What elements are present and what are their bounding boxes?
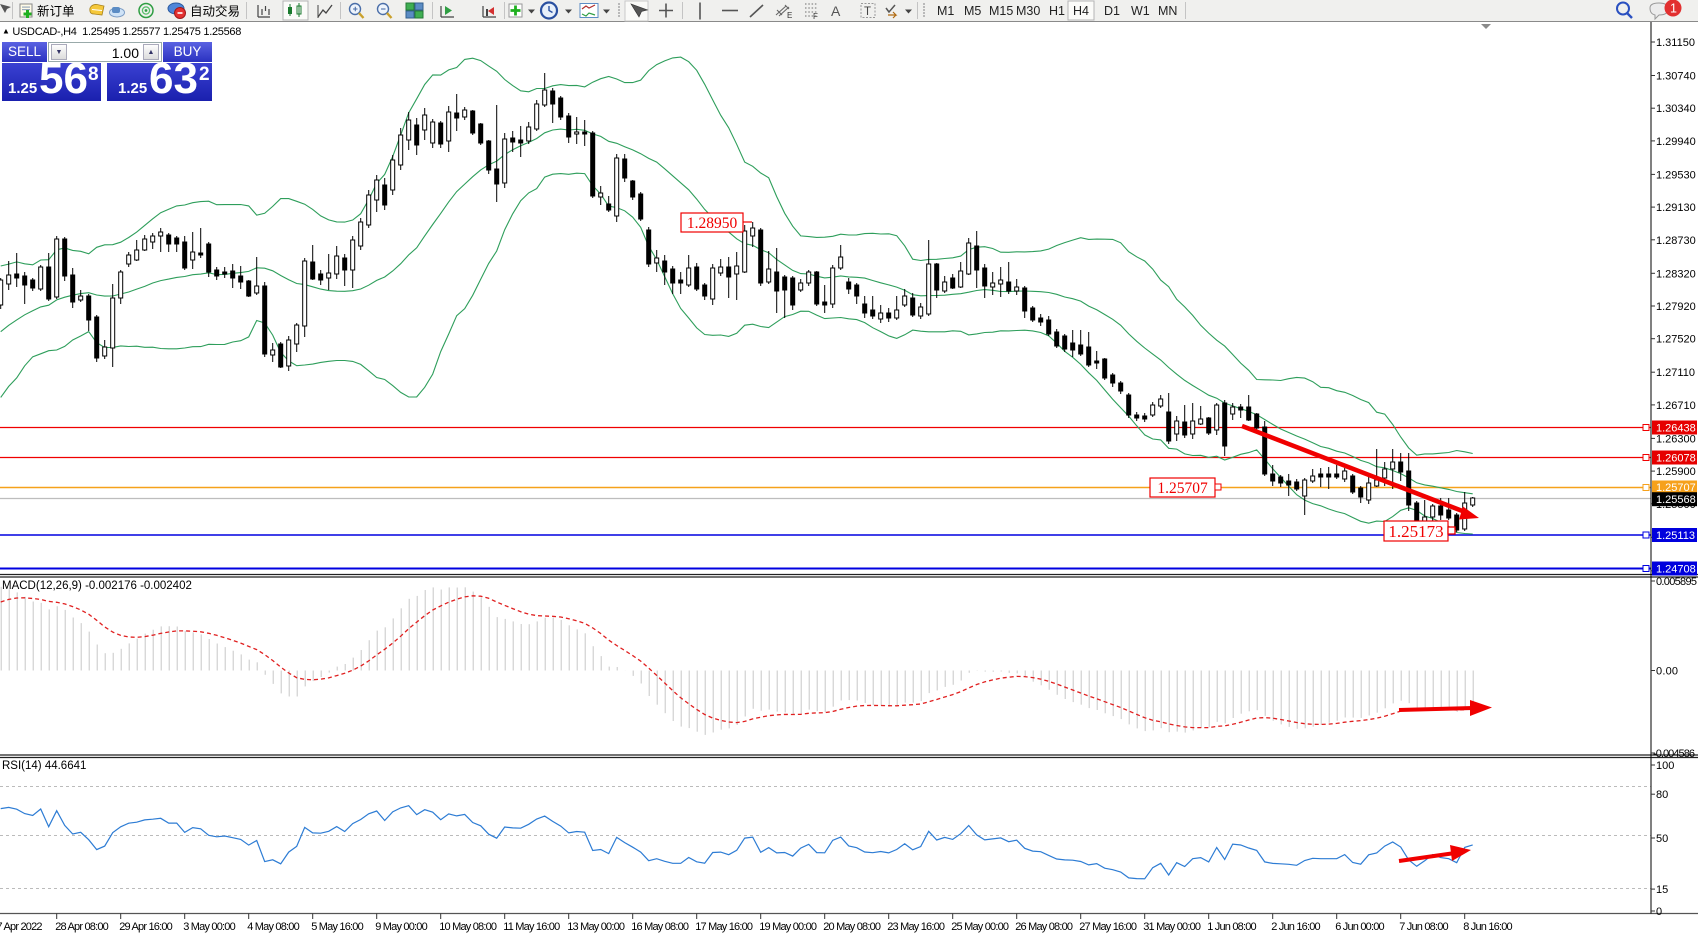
svg-text:3 May 00:00: 3 May 00:00	[183, 921, 235, 933]
svg-text:1.27110: 1.27110	[1656, 367, 1695, 379]
svg-text:1.26078: 1.26078	[1656, 453, 1696, 465]
svg-text:26 May 08:00: 26 May 08:00	[1015, 921, 1073, 933]
svg-text:1.27520: 1.27520	[1656, 334, 1696, 346]
svg-text:27 Apr 2022: 27 Apr 2022	[0, 921, 42, 933]
svg-text:-0.004586: -0.004586	[1653, 748, 1695, 760]
svg-text:RSI(14) 44.6641: RSI(14) 44.6641	[2, 760, 86, 772]
svg-text:20 May 08:00: 20 May 08:00	[823, 921, 881, 933]
svg-text:0: 0	[1656, 906, 1662, 918]
svg-text:1.26438: 1.26438	[1656, 423, 1696, 435]
svg-text:16 May 08:00: 16 May 08:00	[631, 921, 689, 933]
svg-text:1.25173: 1.25173	[1388, 522, 1443, 541]
svg-text:A: A	[831, 3, 841, 19]
svg-text:1.25113: 1.25113	[1656, 530, 1695, 542]
svg-text:7 Jun 08:00: 7 Jun 08:00	[1399, 921, 1448, 933]
svg-text:28 Apr 08:00: 28 Apr 08:00	[55, 921, 108, 933]
svg-text:MACD(12,26,9) -0.002176 -0.002: MACD(12,26,9) -0.002176 -0.002402	[2, 580, 192, 592]
svg-text:H1: H1	[1049, 4, 1065, 18]
svg-text:1.25707: 1.25707	[1157, 480, 1208, 497]
svg-text:11 May 16:00: 11 May 16:00	[503, 921, 560, 933]
svg-text:M1: M1	[937, 4, 954, 18]
svg-text:1.24708: 1.24708	[1656, 564, 1696, 576]
svg-text:50: 50	[1656, 833, 1668, 845]
svg-text:1.29130: 1.29130	[1656, 202, 1696, 214]
svg-text:自动交易: 自动交易	[190, 4, 240, 19]
svg-text:9 May 00:00: 9 May 00:00	[375, 921, 427, 933]
svg-text:17 May 16:00: 17 May 16:00	[695, 921, 753, 933]
svg-text:1.31150: 1.31150	[1656, 37, 1695, 49]
svg-text:13 May 00:00: 13 May 00:00	[567, 921, 625, 933]
svg-text:10 May 08:00: 10 May 08:00	[439, 921, 497, 933]
svg-text:1.25568: 1.25568	[1656, 494, 1696, 506]
svg-text:1 Jun 08:00: 1 Jun 08:00	[1207, 921, 1256, 933]
svg-text:E: E	[787, 11, 792, 20]
svg-text:29 Apr 16:00: 29 Apr 16:00	[119, 921, 172, 933]
svg-text:0.00: 0.00	[1656, 666, 1678, 678]
svg-text:W1: W1	[1131, 4, 1150, 18]
svg-text:M5: M5	[964, 4, 981, 18]
svg-text:D1: D1	[1104, 4, 1120, 18]
svg-text:T: T	[864, 6, 871, 18]
svg-text:1.28950: 1.28950	[687, 215, 738, 232]
svg-text:25 May 00:00: 25 May 00:00	[951, 921, 1009, 933]
svg-text:15: 15	[1656, 884, 1668, 896]
svg-text:4 May 08:00: 4 May 08:00	[247, 921, 299, 933]
svg-text:1.28320: 1.28320	[1656, 268, 1696, 280]
svg-text:1: 1	[1670, 2, 1677, 16]
svg-text:31 May 00:00: 31 May 00:00	[1143, 921, 1201, 933]
svg-text:6 Jun 00:00: 6 Jun 00:00	[1335, 921, 1384, 933]
svg-text:5 May 16:00: 5 May 16:00	[311, 921, 363, 933]
svg-text:1.30740: 1.30740	[1656, 71, 1696, 83]
svg-text:1.26710: 1.26710	[1656, 400, 1696, 412]
svg-text:1.29940: 1.29940	[1656, 136, 1696, 148]
svg-text:1.29530: 1.29530	[1656, 169, 1696, 181]
svg-text:0.005895: 0.005895	[1656, 576, 1697, 588]
svg-text:新订单: 新订单	[37, 4, 75, 19]
svg-text:23 May 16:00: 23 May 16:00	[887, 921, 945, 933]
svg-text:19 May 00:00: 19 May 00:00	[759, 921, 817, 933]
svg-text:F: F	[813, 12, 818, 21]
svg-text:1.27920: 1.27920	[1656, 301, 1696, 313]
svg-text:27 May 16:00: 27 May 16:00	[1079, 921, 1137, 933]
svg-text:1.25707: 1.25707	[1656, 482, 1696, 494]
svg-text:80: 80	[1656, 789, 1668, 801]
svg-text:100: 100	[1656, 760, 1674, 772]
svg-text:8 Jun 16:00: 8 Jun 16:00	[1463, 921, 1512, 933]
svg-text:MN: MN	[1158, 4, 1177, 18]
svg-text:H4: H4	[1073, 4, 1089, 18]
svg-text:1.30340: 1.30340	[1656, 103, 1696, 115]
svg-text:M15: M15	[989, 4, 1013, 18]
svg-text:1.26300: 1.26300	[1656, 433, 1696, 445]
svg-text:1.25900: 1.25900	[1656, 466, 1696, 478]
svg-text:2 Jun 16:00: 2 Jun 16:00	[1271, 921, 1320, 933]
svg-text:M30: M30	[1016, 4, 1040, 18]
svg-text:1.28730: 1.28730	[1656, 235, 1696, 247]
